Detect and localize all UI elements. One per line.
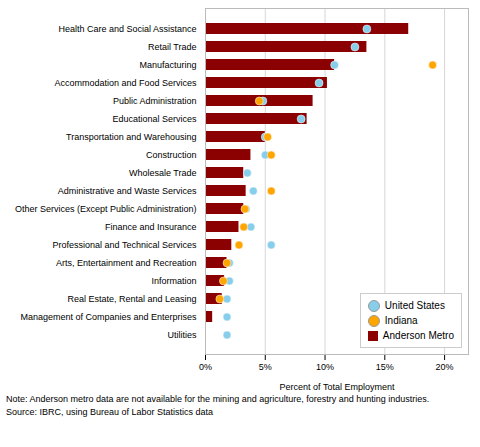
svg-text:5%: 5%	[259, 362, 272, 372]
svg-text:10%: 10%	[316, 362, 334, 372]
svg-text:Retail Trade: Retail Trade	[148, 42, 197, 52]
svg-text:Real Estate, Rental and Leasin: Real Estate, Rental and Leasing	[67, 294, 196, 304]
svg-text:Utilities: Utilities	[167, 330, 197, 340]
svg-text:20%: 20%	[436, 362, 454, 372]
html-text:United States: United States	[384, 300, 445, 311]
html-text:Source: IBRC, using Bureau of: Source: IBRC, using Bureau of Labor Stat…	[6, 407, 214, 417]
svg-text:Construction: Construction	[146, 150, 197, 160]
svg-text:0%: 0%	[199, 362, 212, 372]
html-text:Indiana: Indiana	[384, 315, 418, 326]
svg-text:Wholesale Trade: Wholesale Trade	[129, 168, 197, 178]
svg-text:Health Care and Social Assista: Health Care and Social Assistance	[58, 24, 196, 34]
svg-text:Accommodation and Food Service: Accommodation and Food Services	[54, 78, 197, 88]
svg-text:Educational Services: Educational Services	[112, 114, 197, 124]
svg-text:Finance and Insurance: Finance and Insurance	[105, 222, 197, 232]
svg-text:Arts, Entertainment and Recrea: Arts, Entertainment and Recreation	[56, 258, 197, 268]
html-text:Note: Anderson metro data are: Note: Anderson metro data are not availa…	[6, 394, 430, 404]
html-text:Anderson Metro: Anderson Metro	[382, 330, 454, 341]
svg-text:Management of Companies and En: Management of Companies and Enterprises	[20, 312, 197, 322]
svg-text:Information: Information	[151, 276, 196, 286]
svg-text:Other Services (Except Public: Other Services (Except Public Administra…	[15, 204, 197, 214]
svg-text:Transportation and Warehousing: Transportation and Warehousing	[66, 132, 196, 142]
svg-text:Public Administration: Public Administration	[113, 96, 197, 106]
svg-text:Manufacturing: Manufacturing	[139, 60, 196, 70]
svg-text:Professional and Technical Ser: Professional and Technical Services	[53, 240, 197, 250]
svg-text:Percent of Total Employment: Percent of Total Employment	[280, 382, 395, 392]
svg-text:15%: 15%	[376, 362, 394, 372]
svg-text:Administrative and Waste Servi: Administrative and Waste Services	[58, 186, 197, 196]
